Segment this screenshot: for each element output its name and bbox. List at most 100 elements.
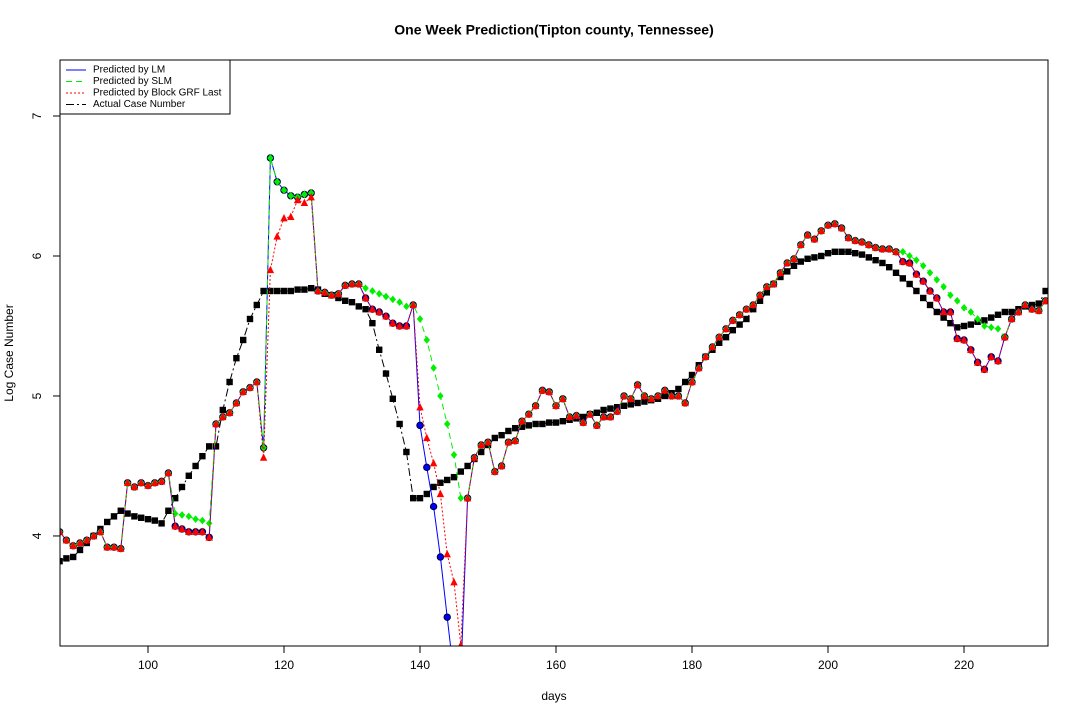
point bbox=[675, 385, 682, 393]
point bbox=[987, 352, 995, 360]
point bbox=[810, 234, 819, 243]
point bbox=[1035, 306, 1043, 314]
point bbox=[60, 528, 64, 535]
series-line bbox=[60, 196, 1047, 646]
point bbox=[988, 314, 995, 321]
point bbox=[838, 248, 845, 255]
point bbox=[151, 517, 158, 524]
point bbox=[865, 240, 873, 248]
point bbox=[532, 420, 539, 428]
point bbox=[76, 538, 84, 547]
point bbox=[69, 541, 77, 549]
point bbox=[199, 516, 206, 525]
point bbox=[423, 433, 431, 442]
point bbox=[633, 380, 642, 388]
point bbox=[123, 478, 132, 486]
point bbox=[750, 305, 757, 313]
point bbox=[96, 527, 105, 535]
point bbox=[403, 302, 410, 311]
point bbox=[334, 289, 343, 297]
point bbox=[913, 256, 920, 264]
point bbox=[361, 293, 370, 302]
point bbox=[722, 333, 730, 341]
point bbox=[865, 254, 873, 261]
point bbox=[954, 296, 961, 305]
point bbox=[885, 244, 893, 253]
point bbox=[205, 519, 213, 528]
point bbox=[300, 198, 309, 206]
point bbox=[443, 549, 451, 558]
point bbox=[912, 269, 921, 278]
point bbox=[552, 419, 560, 426]
point bbox=[735, 310, 744, 318]
point bbox=[607, 405, 614, 412]
point bbox=[171, 494, 179, 502]
point bbox=[790, 254, 798, 262]
point bbox=[444, 476, 451, 484]
point bbox=[844, 233, 853, 241]
point bbox=[981, 322, 988, 330]
point bbox=[239, 336, 247, 344]
point bbox=[212, 419, 220, 428]
legend-label: Predicted by LM bbox=[93, 65, 165, 76]
point bbox=[858, 237, 866, 246]
point bbox=[76, 546, 84, 554]
point bbox=[940, 282, 947, 291]
point bbox=[314, 286, 322, 295]
point bbox=[994, 311, 1002, 318]
x-tick-label: 180 bbox=[682, 658, 702, 672]
point bbox=[219, 412, 227, 421]
point bbox=[926, 286, 934, 295]
point bbox=[579, 418, 587, 426]
point bbox=[580, 413, 587, 421]
point bbox=[171, 521, 179, 530]
point bbox=[878, 244, 887, 253]
plot-frame bbox=[59, 59, 1049, 647]
y-tick-label: 5 bbox=[30, 392, 44, 399]
point bbox=[688, 377, 696, 386]
point bbox=[131, 513, 138, 520]
point bbox=[939, 307, 948, 316]
point bbox=[416, 315, 424, 323]
x-tick-label: 140 bbox=[410, 658, 430, 672]
point bbox=[430, 364, 437, 372]
point bbox=[538, 386, 547, 394]
point bbox=[382, 370, 390, 377]
point bbox=[130, 482, 139, 491]
point bbox=[905, 258, 914, 267]
point bbox=[763, 282, 771, 290]
point bbox=[586, 409, 594, 418]
point bbox=[436, 489, 445, 498]
point bbox=[103, 542, 111, 551]
point bbox=[369, 319, 376, 327]
point bbox=[899, 257, 907, 265]
point bbox=[253, 377, 261, 386]
point bbox=[436, 553, 445, 561]
point bbox=[729, 316, 737, 324]
point bbox=[144, 481, 152, 489]
point bbox=[212, 443, 220, 450]
point bbox=[818, 252, 825, 260]
point bbox=[967, 345, 975, 353]
point bbox=[627, 401, 635, 408]
point bbox=[273, 177, 281, 186]
point bbox=[906, 252, 913, 260]
point bbox=[192, 462, 199, 470]
point bbox=[933, 308, 941, 316]
point bbox=[722, 324, 730, 332]
point bbox=[960, 322, 968, 330]
point bbox=[157, 477, 166, 485]
point bbox=[464, 462, 471, 470]
point bbox=[280, 213, 288, 222]
point bbox=[852, 249, 859, 257]
point bbox=[593, 421, 601, 429]
point bbox=[749, 300, 757, 309]
x-tick-label: 220 bbox=[954, 658, 974, 672]
point bbox=[716, 339, 723, 346]
point bbox=[267, 287, 274, 295]
point bbox=[395, 321, 404, 330]
point bbox=[824, 220, 832, 229]
point bbox=[416, 494, 424, 502]
point bbox=[60, 557, 63, 565]
point bbox=[293, 195, 302, 204]
